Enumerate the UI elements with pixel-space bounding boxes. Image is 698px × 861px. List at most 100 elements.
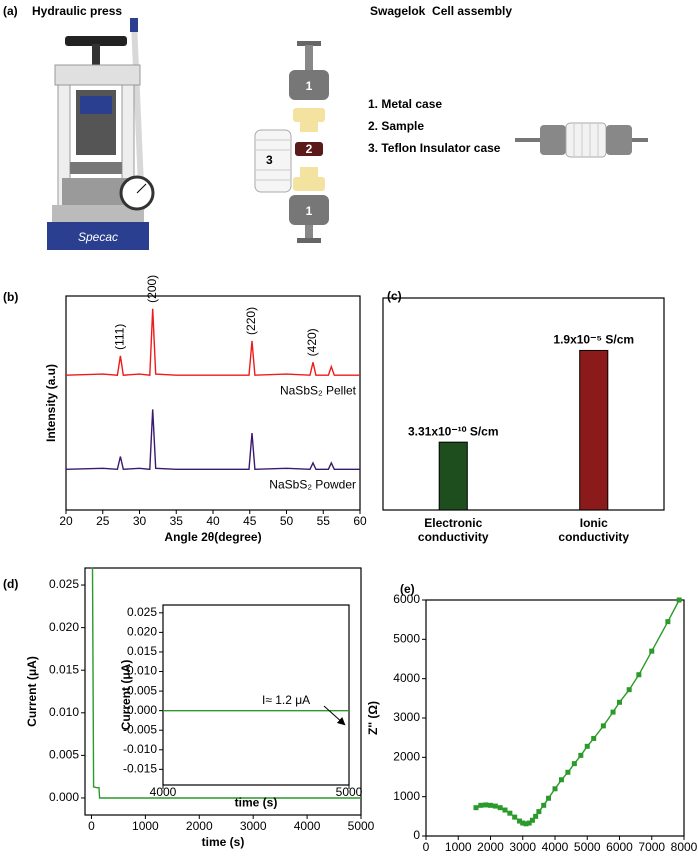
- value-label: 3.31x10⁻¹⁰ S/cm: [408, 424, 499, 438]
- x-tick-label: 3000: [509, 840, 536, 854]
- value-label: 1.9x10⁻⁵ S/cm: [553, 333, 634, 347]
- series-label: NaSbS₂ Powder: [269, 478, 356, 492]
- ram-label: [80, 96, 112, 114]
- x-tick-label: 2000: [186, 819, 213, 833]
- marker: [585, 744, 590, 749]
- marker: [488, 803, 493, 808]
- hydraulic-press: Specac: [47, 18, 153, 250]
- ferrule: [300, 122, 318, 132]
- marker: [536, 809, 541, 814]
- marker: [601, 723, 606, 728]
- y-tick-label: 0: [413, 828, 420, 842]
- marker: [565, 770, 570, 775]
- x-tick-label: 0: [88, 819, 95, 833]
- marker: [498, 805, 503, 810]
- plot-frame: [383, 298, 664, 510]
- rod-cap: [297, 238, 321, 243]
- marker: [572, 761, 577, 766]
- x-tick-label: 50: [280, 514, 294, 528]
- x-tick-label: 20: [59, 514, 73, 528]
- y-tick-label: 4000: [393, 671, 420, 685]
- x-tick-label: 35: [170, 514, 184, 528]
- x-tick-label: 30: [133, 514, 147, 528]
- panel-title: Swagelok Cell assembly: [370, 4, 512, 18]
- cell-exploded: 1 2 1 3: [255, 41, 329, 243]
- x-tick-label: 55: [317, 514, 331, 528]
- peak-label: (111): [113, 324, 127, 350]
- y-tick-label: 0.015: [127, 644, 157, 658]
- x-tick-label: 4000: [542, 840, 569, 854]
- x-tick-label: 6000: [606, 840, 633, 854]
- marker: [677, 598, 682, 603]
- part-number: 2: [306, 142, 313, 156]
- marker: [473, 805, 478, 810]
- x-tick-label: 1000: [132, 819, 159, 833]
- legend-item: 3. Teflon Insulator case: [368, 141, 501, 155]
- ferrule: [300, 167, 318, 177]
- marker: [546, 796, 551, 801]
- plot-frame: [426, 600, 684, 836]
- peak-label: (200): [145, 275, 159, 303]
- metal-case: [540, 125, 566, 155]
- series-label: NaSbS₂ Pellet: [280, 383, 357, 397]
- marker: [559, 777, 564, 782]
- y-tick-label: 0.000: [49, 790, 79, 804]
- marker: [503, 808, 508, 813]
- marker: [578, 753, 583, 758]
- x-axis-label: Angle 2θ(degree): [164, 530, 261, 544]
- y-tick-label: 0.020: [49, 620, 79, 634]
- y-tick-label: -0.015: [123, 762, 157, 776]
- x-tick-label: 4000: [294, 819, 321, 833]
- y-axis-label: Current (μA): [119, 660, 133, 731]
- panel-label: (c): [387, 289, 402, 303]
- y-axis-label: Intensity (a.u): [44, 364, 58, 442]
- part-number: 1: [306, 79, 313, 93]
- x-tick-label: 5000: [574, 840, 601, 854]
- part-number: 1: [306, 204, 313, 218]
- marker: [553, 786, 558, 791]
- marker: [493, 804, 498, 809]
- y-tick-label: 0.005: [49, 748, 79, 762]
- y-tick-label: 2000: [393, 750, 420, 764]
- marker: [512, 815, 517, 820]
- x-tick-label: 7000: [638, 840, 665, 854]
- panel-label: (a): [3, 4, 18, 18]
- x-tick-label: 25: [96, 514, 110, 528]
- marker: [665, 619, 670, 624]
- metal-case: [606, 125, 632, 155]
- marker: [478, 803, 483, 808]
- bar: [439, 442, 467, 510]
- panel-label: (b): [3, 290, 18, 304]
- y-tick-label: 5000: [393, 632, 420, 646]
- marker: [507, 811, 512, 816]
- y-tick-label: 3000: [393, 710, 420, 724]
- part-number: 3: [266, 153, 273, 167]
- x-tick-label: 1000: [445, 840, 472, 854]
- panel-label: (e): [400, 582, 415, 596]
- x-tick-label: 0: [423, 840, 430, 854]
- brand: Specac: [78, 230, 118, 244]
- category-label: Electronic conductivity: [403, 516, 503, 544]
- marker: [617, 700, 622, 705]
- y-tick-label: -0.010: [123, 742, 157, 756]
- x-tick-label: 4000: [150, 785, 177, 799]
- y-tick-label: 0.025: [127, 605, 157, 619]
- teflon-case: [255, 130, 291, 192]
- x-tick-label: 8000: [671, 840, 698, 854]
- lever-grip: [130, 18, 138, 32]
- x-tick-label: 5000: [348, 819, 375, 833]
- y-tick-label: 1000: [393, 789, 420, 803]
- y-axis-label: Z'' (Ω): [366, 701, 380, 735]
- rod: [305, 45, 313, 71]
- x-axis-label: time (s): [235, 796, 278, 810]
- category-label: Ionic conductivity: [544, 516, 644, 544]
- top-plate: [55, 65, 140, 85]
- bar: [580, 350, 608, 510]
- x-tick-label: 3000: [240, 819, 267, 833]
- marker: [533, 814, 538, 819]
- x-tick-label: 5000: [336, 785, 363, 799]
- y-tick-label: 0.015: [49, 662, 79, 676]
